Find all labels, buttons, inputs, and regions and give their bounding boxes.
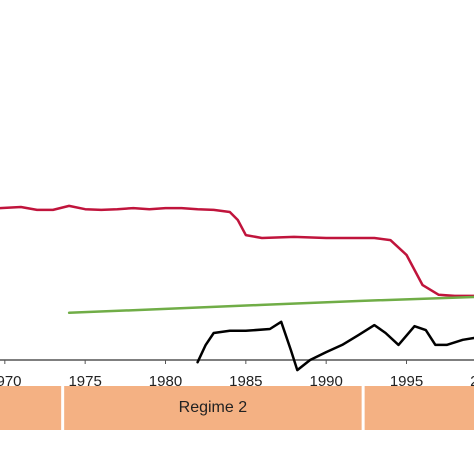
x-tick-label: 1990 xyxy=(309,373,342,390)
x-tick-label: 1970 xyxy=(0,373,22,390)
x-tick-label: 1975 xyxy=(68,373,101,390)
x-tick-label: 1980 xyxy=(149,373,182,390)
regime-label: Regime 2 xyxy=(179,399,248,416)
regime-band xyxy=(0,386,474,430)
x-tick-label: 2000 xyxy=(470,373,474,390)
series-line xyxy=(0,204,474,298)
x-tick-label: 1985 xyxy=(229,373,262,390)
series-line xyxy=(67,295,474,315)
x-tick-label: 1995 xyxy=(390,373,423,390)
series-line xyxy=(196,320,474,372)
